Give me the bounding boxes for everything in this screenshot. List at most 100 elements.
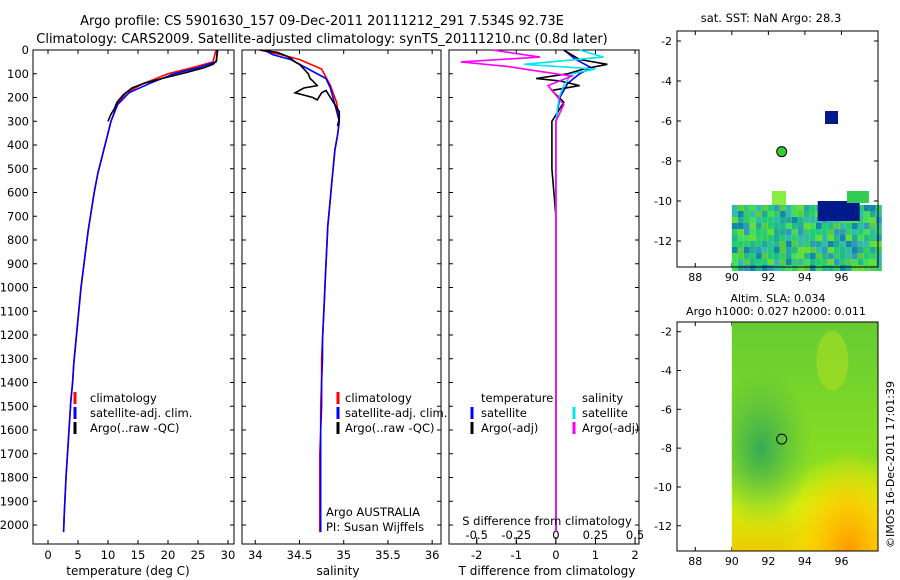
legend-label-satellite: satellite-adj. clim. — [90, 406, 192, 420]
salinity-plot-frame — [241, 49, 442, 545]
sst-cell — [761, 235, 768, 241]
sst-cell — [827, 247, 834, 253]
legend-label-climatology: climatology — [90, 391, 157, 405]
sst-cell — [845, 247, 852, 253]
sst-cell — [785, 229, 792, 235]
sst-cell — [773, 259, 780, 265]
x-tick-label: 2 — [631, 548, 638, 562]
sst-cell — [803, 265, 810, 271]
x-tick-label: 34 — [248, 548, 263, 562]
sst-cell — [737, 235, 744, 241]
sst-cell — [869, 217, 876, 223]
sst-cell — [803, 241, 810, 247]
sst-cell — [767, 265, 774, 271]
sst-cell — [791, 247, 798, 253]
x-tick-label: 0 — [44, 548, 51, 562]
sst-cell — [767, 235, 774, 241]
difference-plot-frame — [448, 49, 640, 545]
x-tick-label: 20 — [161, 548, 176, 562]
sst-cell — [737, 205, 744, 211]
sst-cell — [833, 259, 840, 265]
sst-cell — [851, 259, 858, 265]
sst-cell — [737, 211, 744, 217]
sst-cell — [779, 235, 786, 241]
sla-map-title: Altim. SLA: 0.034 — [730, 292, 825, 305]
map-x-tick-label: 90 — [725, 271, 739, 284]
sst-cell — [785, 241, 792, 247]
sst-cell — [767, 229, 774, 235]
sst-cell — [821, 253, 828, 259]
x-tick-label: 1 — [592, 548, 599, 562]
sst-cell — [821, 229, 828, 235]
sst-cell — [815, 265, 822, 271]
s-tick-label: -0.25 — [501, 528, 531, 542]
sst-cell — [737, 247, 744, 253]
sst-cell — [755, 229, 762, 235]
x-tick-label: 30 — [221, 548, 236, 562]
map-x-tick-label: 88 — [688, 555, 702, 568]
legend-label-argo: Argo(..raw -QC) — [345, 421, 435, 435]
sst-cell-dark — [825, 111, 839, 124]
sst-cell — [767, 253, 774, 259]
sst-cell — [755, 211, 762, 217]
sst-cell — [791, 217, 798, 223]
sst-cell — [839, 241, 846, 247]
legend-header-salinity: salinity — [582, 391, 623, 405]
sst-cell — [785, 253, 792, 259]
sst-cell — [761, 259, 768, 265]
legend-label-climatology: climatology — [345, 391, 412, 405]
sst-cell — [839, 235, 846, 241]
map-y-tick-label: -4 — [661, 365, 672, 378]
sst-cell — [773, 229, 780, 235]
y-tick-label: 900 — [7, 257, 29, 271]
map-x-tick-label: 90 — [725, 555, 739, 568]
sst-cell — [815, 223, 822, 229]
sst-cell — [761, 217, 768, 223]
sst-cell — [779, 229, 786, 235]
sst-cell — [809, 217, 816, 223]
sst-cell — [815, 259, 822, 265]
x-tick-label: 35 — [336, 548, 351, 562]
map-x-tick-label: 96 — [834, 271, 848, 284]
sst-cell — [815, 253, 822, 259]
sst-cell — [851, 241, 858, 247]
t-difference-axis-label: T difference from climatology — [458, 564, 636, 578]
sst-cell — [791, 229, 798, 235]
sst-cell — [875, 259, 882, 265]
sst-cell — [809, 253, 816, 259]
sst-cell — [797, 211, 804, 217]
sst-cell — [761, 211, 768, 217]
sst-cell — [857, 247, 864, 253]
map-y-tick-label: -12 — [654, 520, 672, 533]
sst-cell — [839, 229, 846, 235]
sst-cell — [815, 247, 822, 253]
y-tick-label: 1600 — [0, 423, 29, 437]
sst-cell — [767, 217, 774, 223]
sst-cell — [755, 217, 762, 223]
map-x-tick-label: 88 — [688, 271, 702, 284]
argo-float-marker — [776, 146, 788, 158]
sst-cell — [731, 211, 738, 217]
sst-cell — [731, 223, 738, 229]
legend-label-t-argo: Argo(-adj) — [481, 421, 538, 435]
sst-cell — [779, 259, 786, 265]
x-tick-label: 10 — [101, 548, 116, 562]
sst-cell — [839, 259, 846, 265]
sst-cell — [863, 211, 870, 217]
sst-cell — [803, 211, 810, 217]
sst-cell — [875, 241, 882, 247]
sst-cell — [797, 223, 804, 229]
sst-cell — [803, 205, 810, 211]
sst-cell — [803, 247, 810, 253]
y-tick-label: 1900 — [0, 494, 29, 508]
sst-cell — [821, 241, 828, 247]
sst-cell — [761, 229, 768, 235]
sst-cell — [821, 247, 828, 253]
sst-cell — [827, 229, 834, 235]
sst-cell — [815, 235, 822, 241]
sst-cell — [827, 235, 834, 241]
temperature-legend: climatology satellite-adj. clim. Argo(..… — [73, 391, 192, 435]
map-y-tick-label: -2 — [661, 326, 672, 339]
sst-cell — [755, 235, 762, 241]
y-tick-label: 200 — [7, 91, 29, 105]
